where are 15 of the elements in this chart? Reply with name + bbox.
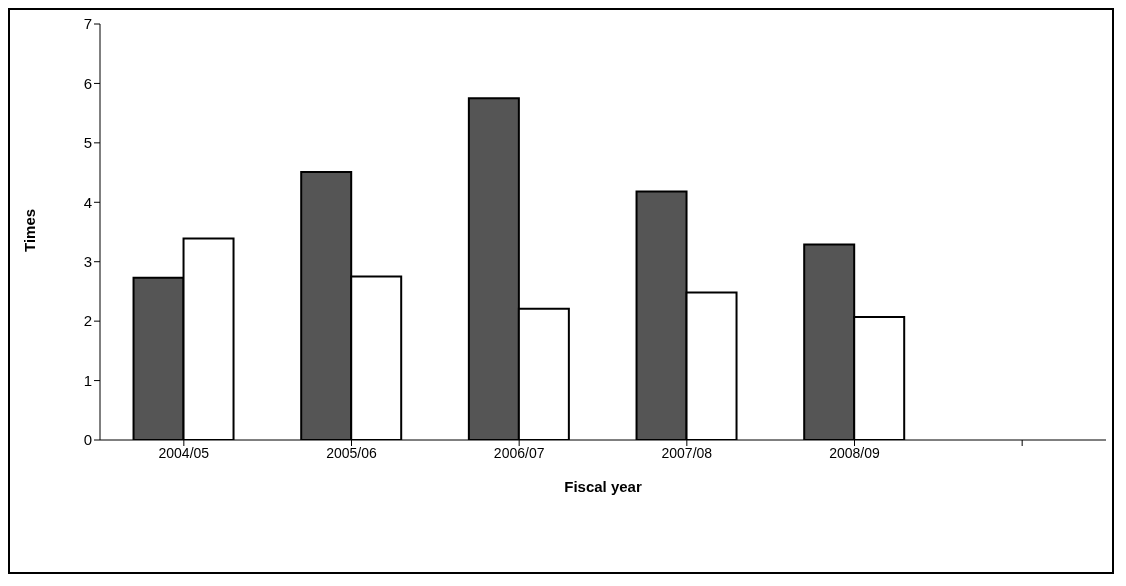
x-tick-label: 2005/06 [326, 444, 378, 461]
y-tick-label: 4 [83, 193, 92, 211]
y-tick-label: 6 [83, 74, 92, 92]
x-axis-title: Fiscal year [564, 478, 642, 495]
y-tick-label: 1 [83, 371, 92, 389]
x-tick-label: 2004/05 [158, 444, 210, 461]
y-axis-title: Times [21, 208, 39, 252]
y-tick-label: 5 [83, 134, 92, 152]
y-tick-label: 3 [83, 253, 92, 271]
y-tick-label: 2 [83, 312, 92, 330]
y-tick-label: 7 [83, 15, 92, 33]
x-tick-label: 2008/09 [829, 444, 881, 461]
x-tick-label: 2007/08 [661, 444, 713, 461]
y-tick-label: 0 [83, 431, 92, 449]
x-tick-label: 2006/07 [493, 444, 545, 461]
